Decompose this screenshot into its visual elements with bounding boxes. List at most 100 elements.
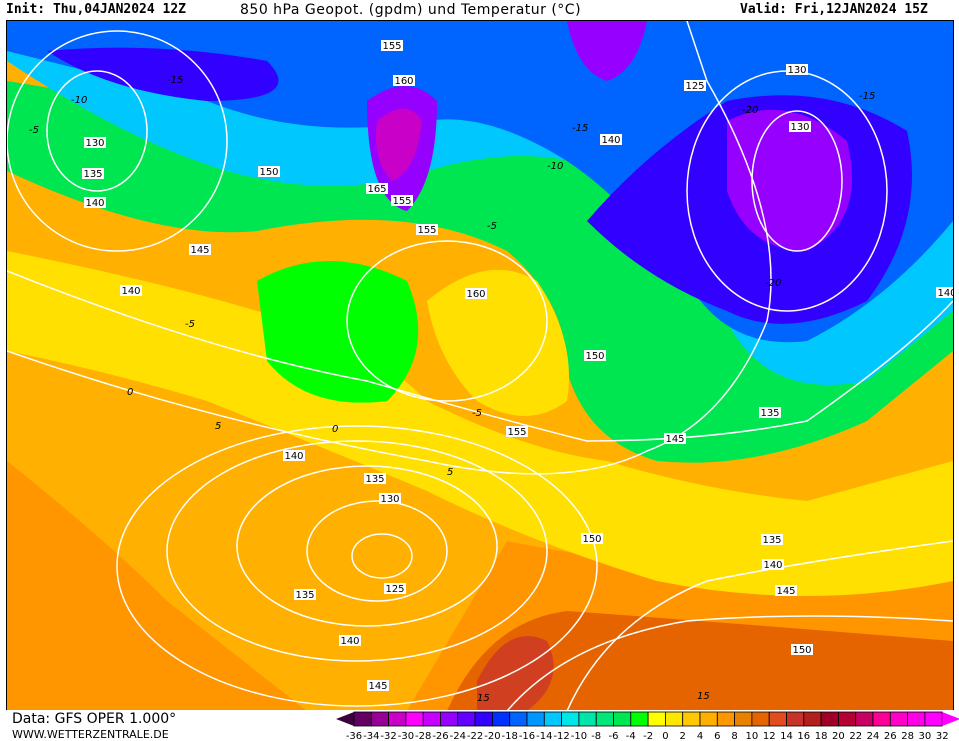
temp-fill-yellow	[7, 251, 953, 596]
legend-swatch	[699, 711, 718, 727]
legend-tick: 10	[746, 731, 759, 741]
geopotential-label: 155	[382, 41, 401, 52]
legend-tick: 12	[763, 731, 776, 741]
contour-label-bg	[584, 350, 606, 361]
contour-label-bg	[762, 559, 784, 570]
contour-low-atlantic	[116, 425, 598, 707]
color-legend: -36 -34 -32 -30 -28 -26 -24 -22 -20 -18 -16 -14 -12-…	[336, 711, 959, 741]
legend-tick: 28	[901, 731, 914, 741]
legend-tick: -18	[502, 731, 518, 741]
temp-fill-red-africa	[447, 611, 953, 711]
header: Init: Thu,04JAN2024 12Z 850 hPa Geopot. …	[0, 0, 959, 20]
legend-tick: 14	[780, 731, 793, 741]
contour-label-bg	[416, 224, 438, 235]
legend-swatch	[872, 711, 891, 727]
geopotential-label: 130	[787, 65, 806, 76]
legend-swatch	[388, 711, 407, 727]
temperature-label: -5	[472, 408, 482, 419]
geopotential-label: 140	[121, 286, 140, 297]
contour-label-bg	[393, 75, 415, 86]
legend-swatch	[716, 711, 735, 727]
contour-low-canada	[46, 70, 148, 192]
contour-low-atlantic	[351, 533, 413, 579]
contour-label-bg	[684, 80, 706, 91]
contour-label-bg	[789, 121, 811, 132]
temp-fill-deepblue	[47, 47, 912, 324]
contour-low-canada	[7, 30, 228, 252]
geopotential-label: 150	[792, 645, 811, 656]
geopotential-label: 135	[83, 169, 102, 180]
legend-swatch	[820, 711, 839, 727]
legend-tick: -24	[450, 731, 466, 741]
legend-swatch	[613, 711, 632, 727]
geopotential-label: 140	[340, 636, 359, 647]
legend-swatch	[491, 711, 511, 727]
geopotential-label: 125	[685, 81, 704, 92]
geopotential-label: 145	[776, 586, 795, 597]
contour-label-bg	[761, 534, 783, 545]
contour-label-bg	[339, 635, 361, 646]
contour-label-bg	[465, 288, 487, 299]
contour-label-bg	[506, 426, 528, 437]
map-title: 850 hPa Geopot. (gpdm) und Temperatur (°…	[240, 2, 582, 18]
legend-swatch	[803, 711, 822, 727]
contour-label-bg	[786, 64, 808, 75]
legend-swatch	[924, 711, 943, 727]
legend-tick: -2	[643, 731, 653, 741]
legend-tick: 30	[919, 731, 932, 741]
legend-tick: 22	[849, 731, 862, 741]
geopotential-label: 135	[762, 535, 781, 546]
temp-fill-lightgreen-atl	[257, 261, 419, 403]
geopotential-label: 130	[380, 494, 399, 505]
temperature-label: 0	[127, 387, 133, 398]
contour-line	[566, 540, 953, 711]
geopotential-label: 155	[417, 225, 436, 236]
temperature-label: 0	[332, 424, 338, 435]
legend-tick: 16	[797, 731, 810, 741]
contour-high-atlantic	[346, 240, 548, 402]
legend-swatch	[405, 711, 424, 727]
data-source: Data: GFS OPER 1.000°	[12, 711, 177, 727]
legend-tick: 4	[697, 731, 703, 741]
geopotential-label: 130	[85, 138, 104, 149]
temperature-label: -5	[487, 221, 497, 232]
geopotential-label: 135	[365, 474, 384, 485]
contour-label-bg	[82, 168, 104, 179]
legend-tick: -14	[536, 731, 552, 741]
legend-tick: -20	[484, 731, 500, 741]
legend-swatch	[734, 711, 753, 727]
legend-tick: 24	[867, 731, 880, 741]
contour-label-bg	[664, 433, 686, 444]
geopotential-label: 140	[763, 560, 782, 571]
contour-label-bg	[381, 40, 403, 51]
contour-low-atlantic	[236, 465, 498, 627]
contour-label-bg	[84, 197, 106, 208]
contour-label-bg	[366, 183, 388, 194]
temperature-label: 5	[215, 421, 221, 432]
contour-label-bg	[189, 244, 211, 255]
contour-label-bg	[791, 644, 813, 655]
valid-time: Valid: Fri,12JAN2024 15Z	[740, 2, 928, 17]
temperature-label: 5	[447, 467, 453, 478]
temperature-label: 15	[477, 693, 490, 704]
contour-label-bg	[379, 493, 401, 504]
geopotential-labels: 155 160 165 155 150 130 135 140 145 140 155 160 150 1…	[82, 40, 953, 692]
legend-tick: -32	[380, 731, 396, 741]
contour-line	[506, 615, 953, 711]
legend-tick: -30	[398, 731, 414, 741]
legend-tick: -22	[467, 731, 483, 741]
legend-tick: -36	[346, 731, 362, 741]
temp-fill-yellow-uk	[427, 269, 569, 416]
legend-tick: -34	[363, 731, 379, 741]
contour-line	[7, 270, 953, 442]
temperature-label: -5	[185, 319, 195, 330]
legend-tick: -12	[553, 731, 569, 741]
legend-swatch	[422, 711, 441, 727]
geopotential-label: 150	[582, 534, 601, 545]
temperature-label: -10	[547, 161, 563, 172]
contour-label-bg	[936, 287, 953, 298]
contour-label-bg	[84, 137, 106, 148]
legend-arrow-low	[336, 712, 354, 726]
geopotential-label: 145	[368, 681, 387, 692]
contour-low-atlantic	[306, 500, 448, 602]
